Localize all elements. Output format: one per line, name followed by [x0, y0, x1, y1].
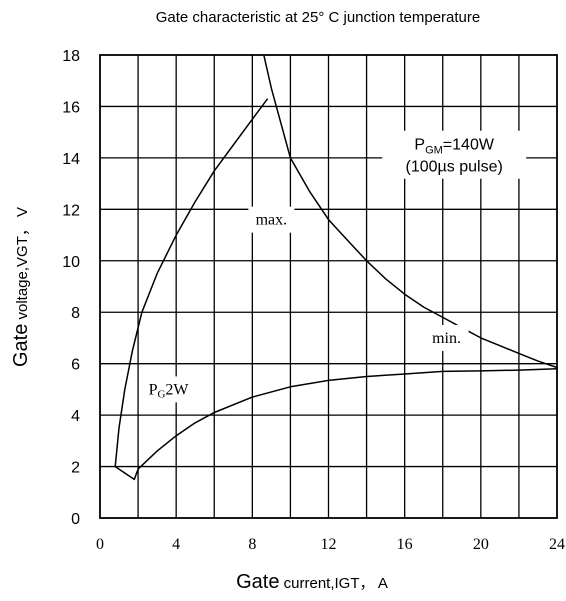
pg-label: PG2W	[149, 381, 190, 400]
y-tick-label: 12	[62, 202, 80, 219]
chart-title: Gate characteristic at 25° C junction te…	[156, 9, 481, 26]
curve-max	[114, 98, 269, 467]
pg-value: 2W	[165, 381, 189, 398]
x-tick-label: 8	[248, 536, 256, 553]
min-label-background	[424, 324, 469, 351]
pgm-subscript: GM	[425, 145, 443, 157]
y-tick-label: 14	[62, 151, 80, 168]
plot-frame	[99, 54, 558, 519]
x-tick-label: 16	[397, 536, 413, 553]
x-axis-label-small: current,IGT， A	[279, 575, 387, 592]
pg-subscript: G	[157, 388, 165, 400]
y-tick-label: 18	[62, 48, 80, 65]
y-tick-labels: 0 2 4 6 8 10 12 14 16 18	[62, 48, 80, 528]
x-tick-label: 12	[321, 536, 337, 553]
pg-p: P	[149, 381, 158, 398]
x-tick-labels: 0 4 8 12 16 20 24	[96, 536, 565, 553]
y-axis-label-small: voltage,VGT， V	[14, 207, 31, 324]
y-tick-label: 2	[71, 460, 80, 477]
max-label-background	[248, 206, 295, 233]
y-axis-label-big: Gate	[10, 324, 32, 367]
pgm-label-background	[382, 130, 527, 179]
y-tick-label: 16	[62, 99, 80, 116]
curves	[114, 54, 558, 481]
y-tick-label: 4	[71, 408, 80, 425]
pgm-label-line1: PGM=140W	[414, 137, 494, 157]
x-axis-label-big: Gate	[236, 571, 279, 593]
x-axis-label: Gate current,IGT， A	[236, 571, 388, 593]
x-tick-label: 24	[549, 536, 565, 553]
grid-lines	[100, 55, 557, 518]
y-axis-label: Gate voltage,VGT， V	[10, 207, 32, 367]
pgm-value: =140W	[443, 137, 495, 154]
pg-label-background	[144, 376, 193, 403]
x-tick-label: 4	[172, 536, 180, 553]
curve-pgm-hyperbola	[263, 54, 558, 369]
y-tick-label: 6	[71, 357, 80, 374]
y-tick-label: 0	[71, 511, 80, 528]
y-tick-label: 8	[71, 305, 80, 322]
max-curve-label: max.	[256, 212, 288, 229]
curve-min	[114, 368, 558, 481]
y-tick-label: 10	[62, 254, 80, 271]
x-tick-label: 0	[96, 536, 104, 553]
min-curve-label: min.	[432, 330, 461, 347]
annotations: max. min. PGM=140W (100µs pulse) PG2W	[144, 130, 527, 403]
pgm-p: P	[414, 137, 425, 154]
pgm-label-line2: (100µs pulse)	[406, 159, 503, 176]
x-tick-label: 20	[473, 536, 489, 553]
